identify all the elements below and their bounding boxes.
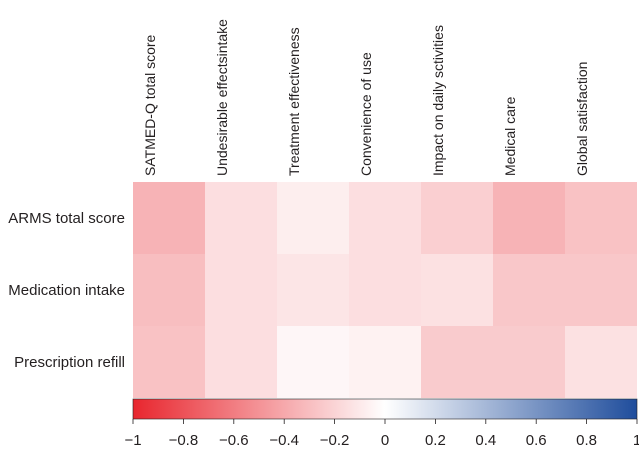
column-label: Undesirable effectsintake: [214, 19, 230, 176]
heatmap-cell: [133, 326, 205, 398]
column-label: Medical care: [502, 96, 518, 176]
colorbar-tick-label: 0: [381, 432, 389, 449]
colorbar-tick-label: −0.6: [219, 432, 249, 449]
heatmap-cell: [493, 182, 565, 254]
colorbar-tick-label: −1: [124, 432, 141, 449]
colorbar-tick-label: −0.8: [169, 432, 199, 449]
colorbar-tick-label: −0.2: [320, 432, 350, 449]
heatmap-cell: [349, 182, 421, 254]
heatmap-cell: [349, 254, 421, 326]
heatmap-cell: [133, 254, 205, 326]
colorbar-tick-label: 1: [633, 432, 639, 449]
column-labels: SATMED-Q total score Undesirable effectsi…: [142, 19, 590, 176]
colorbar-tick-label: 0.6: [526, 432, 547, 449]
heatmap-cells: [133, 182, 637, 398]
colorbar: [132, 398, 638, 420]
column-label: SATMED-Q total score: [142, 34, 158, 176]
row-labels: ARMS total score Medication intake Prescri…: [8, 210, 125, 371]
column-label: Treatment effectiveness: [286, 27, 302, 176]
row-label: Prescription refill: [14, 354, 125, 371]
row-label: ARMS total score: [8, 210, 125, 227]
heatmap-cell: [565, 254, 637, 326]
heatmap-cell: [205, 254, 277, 326]
heatmap-cell: [421, 254, 493, 326]
heatmap-cell: [349, 326, 421, 398]
column-label: Impact on daily sctivities: [430, 25, 446, 176]
heatmap-cell: [565, 182, 637, 254]
heatmap-cell: [205, 182, 277, 254]
colorbar-tick-label: 0.2: [425, 432, 446, 449]
row-label: Medication intake: [8, 282, 125, 299]
colorbar-ticks: −1 −0.8 −0.6 −0.4 −0.2 0 0.2 0.4 0.6 0.8 1: [124, 419, 639, 449]
colorbar-tick-label: 0.4: [475, 432, 496, 449]
column-label: Convenience of use: [358, 52, 374, 176]
heatmap-cell: [277, 254, 349, 326]
heatmap-cell: [277, 182, 349, 254]
heatmap-cell: [565, 326, 637, 398]
colorbar-tick-label: 0.8: [576, 432, 597, 449]
heatmap-cell: [493, 254, 565, 326]
heatmap-cell: [421, 326, 493, 398]
heatmap-cell: [133, 182, 205, 254]
heatmap-cell: [277, 326, 349, 398]
heatmap-cell: [205, 326, 277, 398]
heatmap-cell: [421, 182, 493, 254]
column-label: Global satisfaction: [574, 62, 590, 176]
colorbar-tick-label: −0.4: [269, 432, 299, 449]
heatmap-cell: [493, 326, 565, 398]
